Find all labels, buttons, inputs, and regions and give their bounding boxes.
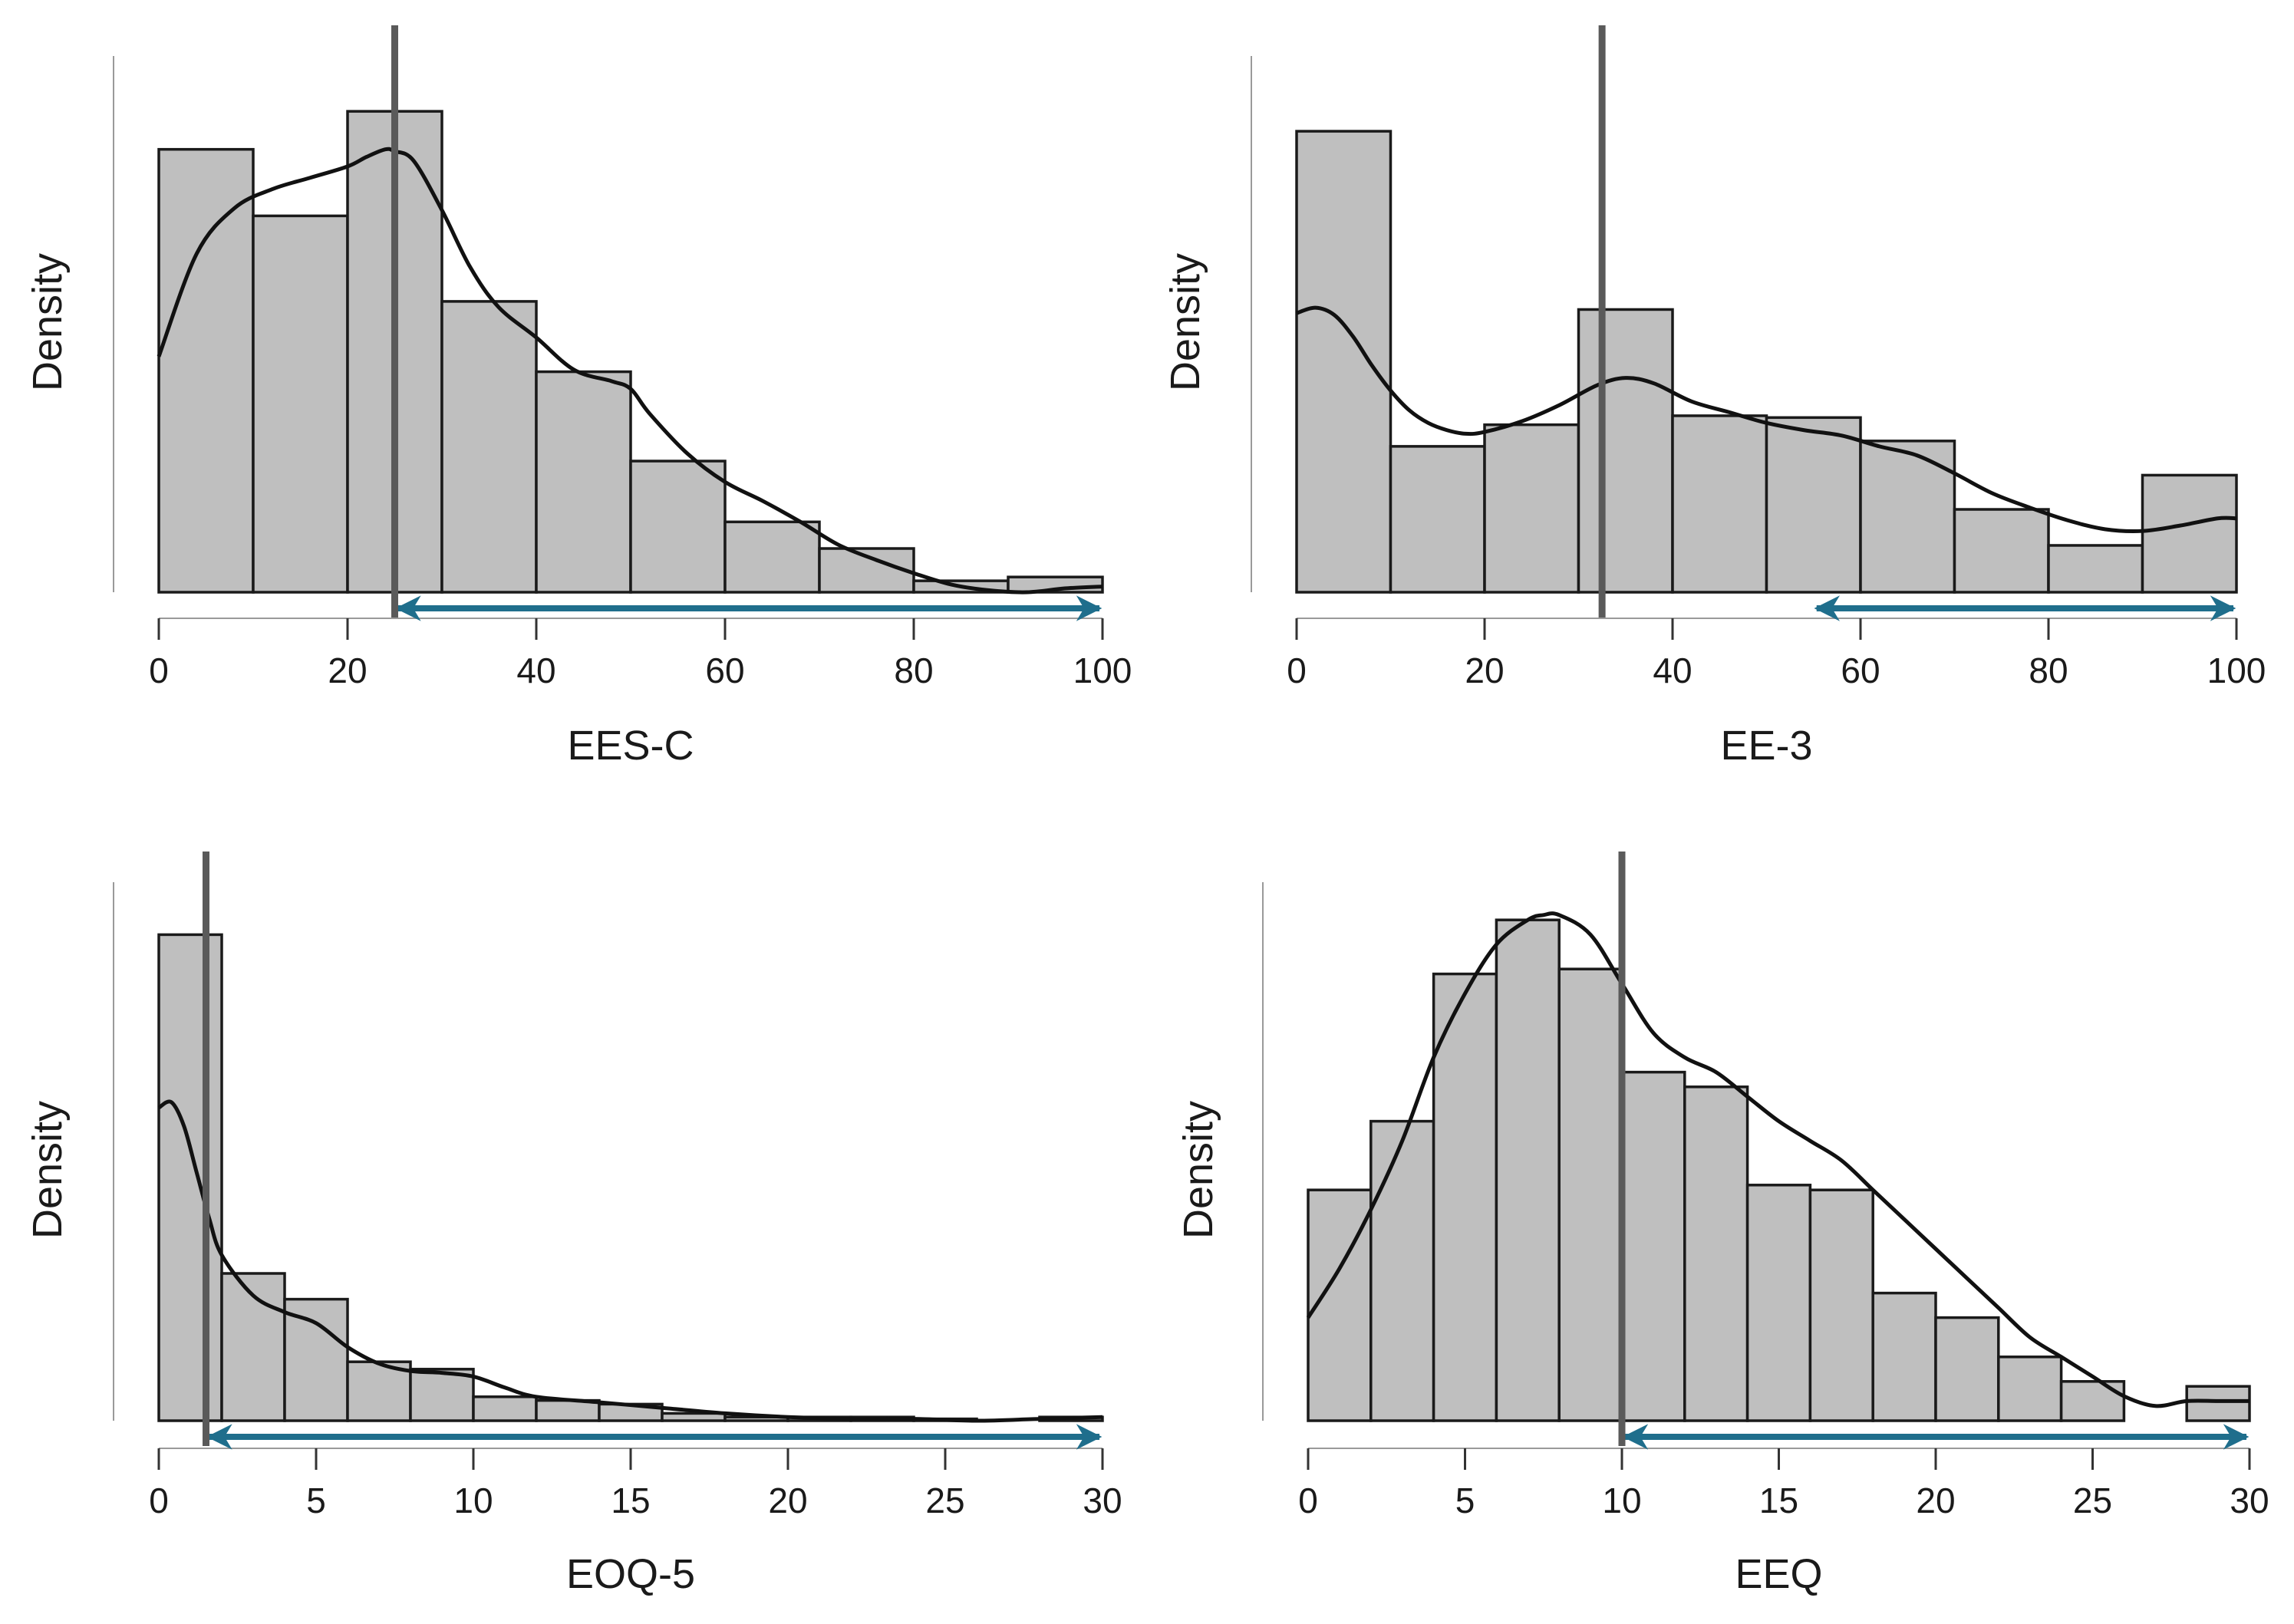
panel-4: Density 0 5 10 15 20 25 30 EEQ bbox=[1175, 852, 2269, 1597]
x-tick-label: 20 bbox=[768, 1481, 807, 1520]
panel-1: Density 0 20 40 60 80 100 EES-C bbox=[25, 25, 1132, 769]
x-tick-label: 0 bbox=[1298, 1481, 1318, 1520]
x-tick-label: 5 bbox=[306, 1481, 326, 1520]
histogram-bar bbox=[157, 933, 223, 1422]
histogram-bar bbox=[1557, 967, 1623, 1422]
density-curve bbox=[1306, 911, 2250, 1408]
histogram-bar bbox=[723, 520, 821, 594]
histogram-bar bbox=[2185, 1385, 2251, 1422]
x-tick-label: 10 bbox=[1602, 1481, 1641, 1520]
histogram-bar bbox=[629, 460, 727, 594]
histogram-bar bbox=[1620, 1070, 1686, 1422]
x-tick-label: 15 bbox=[611, 1481, 650, 1520]
x-tick-label: 40 bbox=[516, 651, 555, 690]
x-tick-label: 20 bbox=[1465, 651, 1504, 690]
x-axis-label: EES-C bbox=[567, 723, 694, 769]
x-tick-label: 80 bbox=[894, 651, 933, 690]
y-axis-label: Density bbox=[1175, 1101, 1221, 1239]
histogram-bar bbox=[1577, 308, 1674, 594]
x-tick-label: 60 bbox=[1841, 651, 1880, 690]
histogram-bar bbox=[1859, 440, 1956, 594]
histogram-bar bbox=[472, 1395, 538, 1422]
x-tick-label: 10 bbox=[453, 1481, 493, 1520]
x-tick-label: 30 bbox=[1083, 1481, 1122, 1520]
x-tick-label: 30 bbox=[2230, 1481, 2269, 1520]
x-axis-label: EE-3 bbox=[1720, 723, 1812, 769]
histogram-bar bbox=[157, 147, 255, 594]
density-curve bbox=[157, 147, 1103, 595]
x-tick-label: 100 bbox=[1073, 651, 1132, 690]
x-axis-label: EOQ-5 bbox=[566, 1551, 695, 1597]
histogram-bar bbox=[535, 370, 632, 594]
histogram-bar bbox=[1432, 972, 1498, 1422]
histogram-bar bbox=[1495, 918, 1561, 1422]
y-axis-label: Density bbox=[25, 253, 71, 391]
histogram-bar bbox=[1483, 423, 1580, 594]
histogram-bar bbox=[535, 1398, 601, 1422]
histogram-bar bbox=[252, 214, 349, 594]
histogram-bar bbox=[2141, 473, 2238, 594]
histogram-bar bbox=[1871, 1291, 1937, 1422]
x-tick-label: 0 bbox=[149, 1481, 169, 1520]
histogram-bar bbox=[1745, 1184, 1812, 1422]
x-tick-label: 100 bbox=[2207, 651, 2266, 690]
x-tick-label: 80 bbox=[2029, 651, 2068, 690]
histogram-bar bbox=[1389, 445, 1486, 594]
panel-3: Density 0 5 10 15 20 25 30 EOQ-5 bbox=[25, 852, 1122, 1597]
histogram-bar bbox=[1808, 1188, 1874, 1422]
histogram-bar bbox=[1369, 1119, 1435, 1422]
y-axis-label: Density bbox=[25, 1101, 71, 1239]
x-tick-label: 5 bbox=[1455, 1481, 1475, 1520]
y-axis-label: Density bbox=[1162, 253, 1208, 391]
x-tick-label: 20 bbox=[328, 651, 367, 690]
histogram-bar bbox=[409, 1368, 475, 1422]
histogram-bar bbox=[2047, 544, 2144, 594]
density-curve bbox=[157, 1099, 1103, 1423]
histogram-bar bbox=[2059, 1380, 2126, 1422]
histogram-bar bbox=[1953, 508, 2050, 594]
x-tick-label: 20 bbox=[1916, 1481, 1955, 1520]
x-tick-label: 0 bbox=[149, 651, 169, 690]
histogram-bar bbox=[1765, 416, 1862, 594]
histogram-bar bbox=[1934, 1316, 2000, 1422]
x-axis-label: EEQ bbox=[1735, 1551, 1822, 1597]
x-tick-label: 25 bbox=[2073, 1481, 2112, 1520]
histogram-bar bbox=[1683, 1085, 1749, 1422]
x-tick-label: 25 bbox=[925, 1481, 964, 1520]
density-curve bbox=[1296, 305, 2237, 533]
histogram-bar bbox=[283, 1297, 349, 1422]
histogram-bar bbox=[1295, 130, 1393, 594]
histogram-bar bbox=[440, 300, 538, 594]
x-tick-label: 40 bbox=[1653, 651, 1692, 690]
x-tick-label: 60 bbox=[705, 651, 744, 690]
histogram-bar bbox=[1671, 414, 1768, 594]
histogram-bar bbox=[1997, 1356, 2063, 1422]
panel-2: Density 0 20 40 60 80 100 EE-3 bbox=[1162, 25, 2266, 769]
x-tick-label: 0 bbox=[1287, 651, 1307, 690]
x-tick-label: 15 bbox=[1759, 1481, 1798, 1520]
